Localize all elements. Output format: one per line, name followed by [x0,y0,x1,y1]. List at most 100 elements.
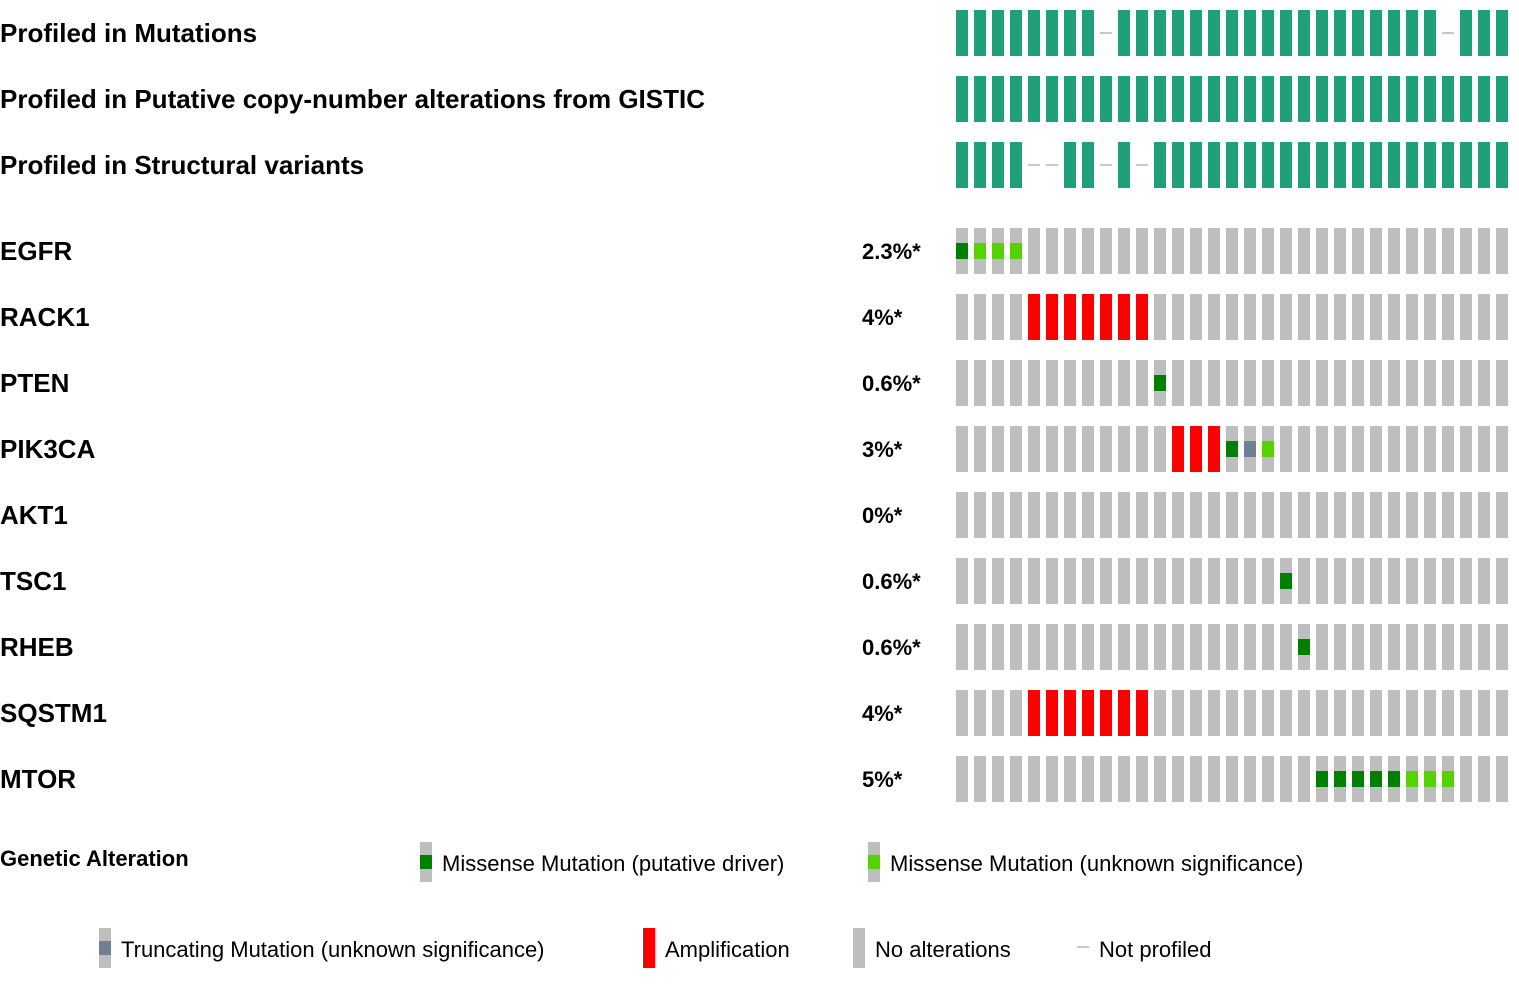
profiled-cell [1136,10,1148,56]
sample-cell [1442,294,1454,340]
profiled-cell [1028,10,1040,56]
sample-cell [1028,558,1040,604]
gene-label: TSC1 [0,566,66,596]
sample-cell [1388,294,1400,340]
sample-cell [974,690,986,736]
sample-cell [1334,558,1346,604]
sample-cell [956,294,968,340]
gene-track-pten: PTEN 0.6%* [0,360,1508,406]
sample-cell [1028,756,1040,802]
sample-cell [1262,624,1274,670]
legend-label: Truncating Mutation (unknown significanc… [121,937,545,962]
sample-cell [1172,294,1184,340]
sample-cell [1406,228,1418,274]
profile-tracks: Profiled in Mutations Profiled in Putativ… [0,10,1508,188]
sample-cell [956,426,968,472]
sample-cell [1154,294,1166,340]
sample-cell [1244,228,1256,274]
sample-cell [1424,624,1436,670]
sample-cell [1118,756,1130,802]
profiled-cell [1406,142,1418,188]
profiled-cell [1316,76,1328,122]
sample-cell [1298,558,1310,604]
sample-cell [1226,360,1238,406]
sample-cell [1370,690,1382,736]
legend-item-amplification: Amplification [643,928,790,968]
profiled-cell [1208,10,1220,56]
sample-cell [1460,228,1472,274]
sample-cell [1118,624,1130,670]
sample-cell [1388,426,1400,472]
legend-label: Missense Mutation (unknown significance) [890,851,1303,876]
sample-cell [1172,360,1184,406]
profiled-cell [1352,10,1364,56]
profiled-cell [992,142,1004,188]
profiled-cell [1226,142,1238,188]
not-profiled-mark [1028,164,1040,166]
sample-cell [1190,228,1202,274]
sample-cell [1010,360,1022,406]
sample-cell [1352,492,1364,538]
sample-cell [1298,756,1310,802]
profiled-cell [1262,10,1274,56]
sample-cell [992,294,1004,340]
sample-cell [1028,426,1040,472]
sample-cell [1100,558,1112,604]
profile-track-label: Profiled in Structural variants [0,150,364,180]
sample-cell [1136,756,1148,802]
profiled-cell [1424,10,1436,56]
sample-cell [1064,426,1076,472]
sample-cell [1298,492,1310,538]
sample-cell [1046,492,1058,538]
legend-item-no-alteration: No alterations [853,928,1011,968]
legend-swatch-mark [868,855,880,869]
profiled-cell [1172,10,1184,56]
sample-cell [1478,558,1490,604]
sample-cell [1406,294,1418,340]
profiled-cell [1334,76,1346,122]
sample-cell [1496,360,1508,406]
sample-cell [1334,492,1346,538]
amplification-cell [1190,426,1202,472]
sample-cell [1208,228,1220,274]
profile-track: Profiled in Structural variants [0,142,1508,188]
alteration-percent: 4%* [862,305,903,330]
profiled-cell [1226,76,1238,122]
sample-cell [1406,690,1418,736]
missense-driver-mark [1154,375,1166,391]
sample-cell [1424,558,1436,604]
sample-cell [1118,426,1130,472]
amplification-cell [1046,294,1058,340]
sample-cell [1010,558,1022,604]
profiled-cell [1424,76,1436,122]
sample-cell [1046,228,1058,274]
sample-cell [1460,360,1472,406]
sample-cell [1478,492,1490,538]
sample-cell [1226,690,1238,736]
profiled-cell [1154,76,1166,122]
sample-cell [1208,756,1220,802]
legend-item-truncating-vus: Truncating Mutation (unknown significanc… [99,928,545,968]
sample-cell [1136,360,1148,406]
profiled-cell [1334,142,1346,188]
sample-cell [1370,492,1382,538]
sample-cell [1100,426,1112,472]
not-profiled-mark [1100,32,1112,34]
profiled-cell [1262,142,1274,188]
profiled-cell [1460,10,1472,56]
alteration-percent: 2.3%* [862,239,921,264]
sample-cell [974,426,986,472]
amplification-cell [1028,294,1040,340]
sample-cell [1262,294,1274,340]
profiled-cell [992,10,1004,56]
profiled-cell [1352,142,1364,188]
legend: Genetic Alteration Missense Mutation (pu… [0,842,1303,968]
sample-cell [1496,426,1508,472]
gene-label: RACK1 [0,302,90,332]
sample-cell [1280,360,1292,406]
profile-track-label: Profiled in Mutations [0,18,257,48]
missense-driver-mark [1298,639,1310,655]
alteration-percent: 4%* [862,701,903,726]
sample-cell [1262,756,1274,802]
profiled-cell [1478,76,1490,122]
